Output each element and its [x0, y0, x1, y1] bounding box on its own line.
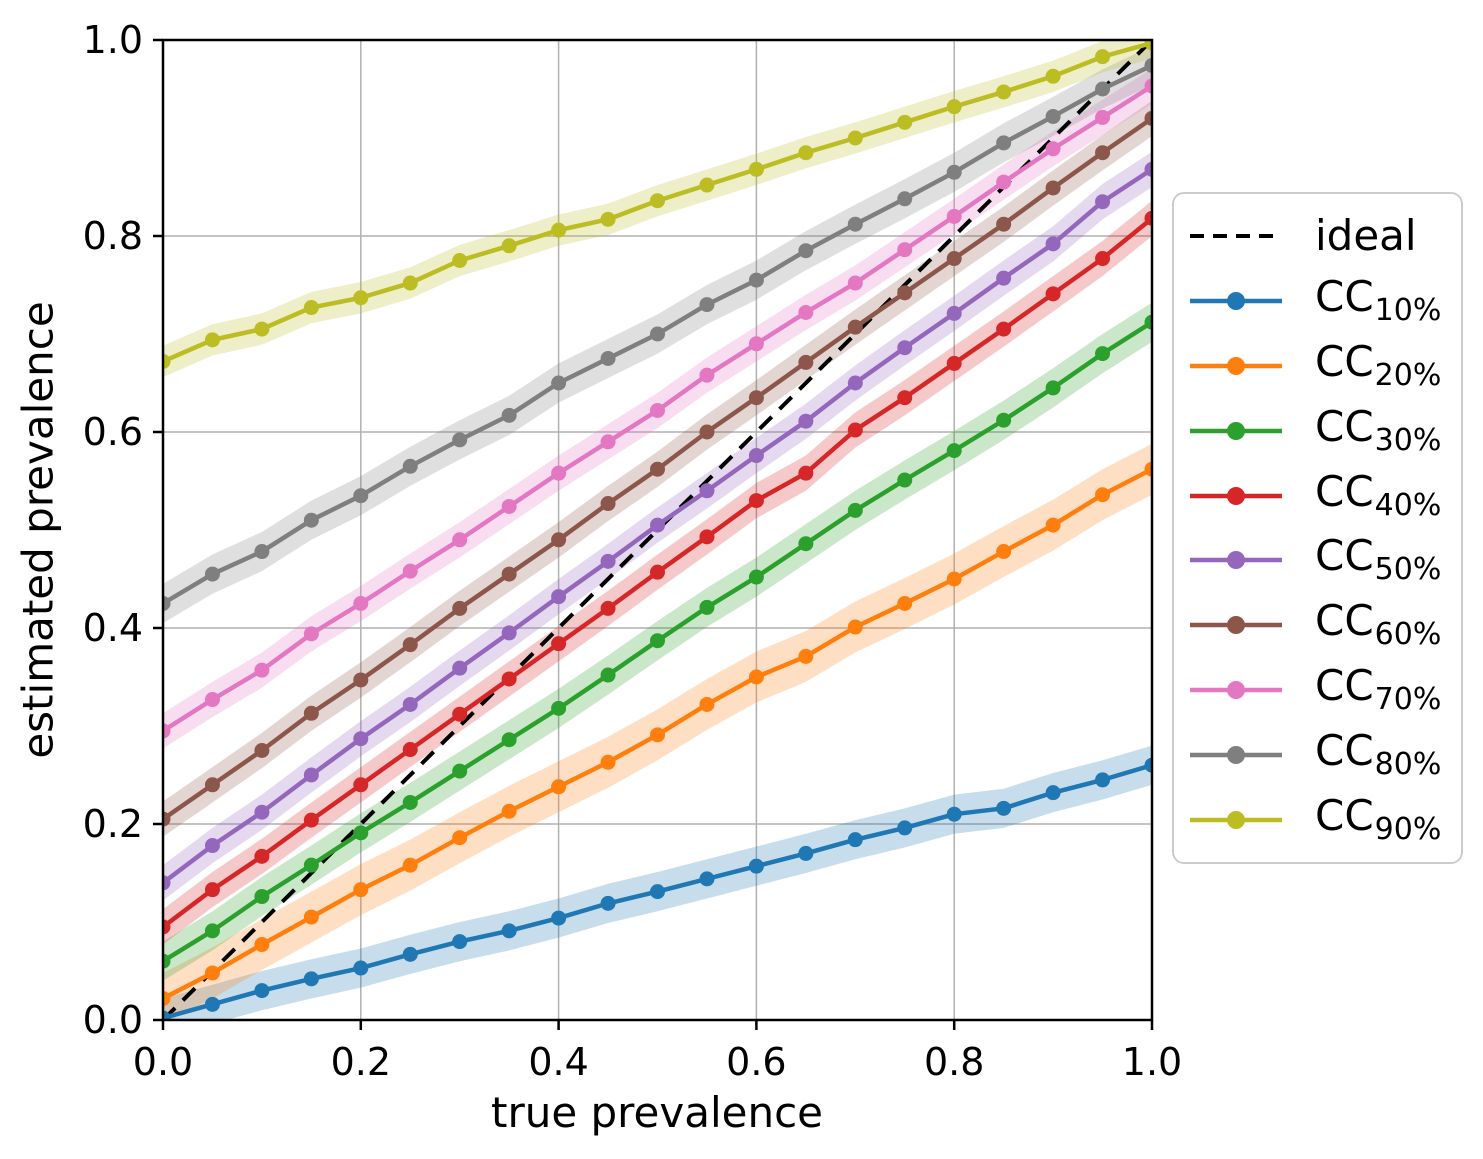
legend-item-cc-80pct: CC80% — [1188, 723, 1449, 787]
x-tick-label: 0.6 — [726, 1040, 786, 1084]
legend-item-ideal: ideal — [1188, 204, 1449, 268]
y-tick-label: 0.0 — [83, 998, 143, 1042]
series-cc-80pct — [163, 57, 1152, 611]
legend-label: CC70% — [1315, 661, 1442, 718]
series-cc-60pct — [163, 110, 1152, 827]
y-tick-label: 1.0 — [83, 18, 143, 62]
x-tick-label: 1.0 — [1122, 1040, 1182, 1084]
legend-marker-icon — [1227, 486, 1245, 505]
plot-area — [163, 40, 1152, 1020]
y-tick-label: 0.2 — [83, 802, 143, 846]
legend-label: ideal — [1315, 211, 1417, 260]
legend-sample-line — [1190, 486, 1282, 505]
legend-marker-icon — [1227, 356, 1245, 375]
plot-border — [161, 38, 1154, 1022]
legend-item-cc-70pct: CC70% — [1188, 658, 1449, 722]
x-tick-label: 0.4 — [528, 1040, 588, 1084]
series-cc-30pct — [163, 314, 1152, 969]
legend-label: CC10% — [1315, 271, 1442, 328]
x-axis-label: true prevalence — [490, 1088, 824, 1137]
series-cc-40pct — [163, 210, 1152, 935]
legend-sample-line — [1190, 681, 1282, 700]
x-tick-label: 0.8 — [924, 1040, 984, 1084]
legend-label: CC90% — [1315, 790, 1442, 847]
legend-item-cc-10pct: CC10% — [1188, 269, 1449, 333]
y-tick-label: 0.8 — [83, 214, 143, 258]
series-cc-90pct — [163, 40, 1152, 369]
legend-marker-icon — [1227, 551, 1245, 570]
y-axis-label: estimated prevalence — [13, 301, 63, 759]
legend-label: CC80% — [1315, 726, 1442, 782]
legend-marker-icon — [1227, 681, 1245, 700]
legend-marker-icon — [1227, 616, 1245, 635]
legend-item-cc-90pct: CC90% — [1188, 788, 1449, 852]
legend-sample-line — [1190, 616, 1282, 635]
legend-sample-line — [1190, 356, 1282, 375]
legend-label: CC20% — [1315, 336, 1442, 393]
legend-item-cc-40pct: CC40% — [1188, 464, 1449, 528]
x-tick-label: 0.0 — [133, 1040, 193, 1084]
legend: ideal CC10% CC20% CC30% CC40% CC50% CC60% CC70%… — [1172, 192, 1463, 864]
legend-sample-line — [1190, 551, 1282, 570]
legend-label: CC40% — [1315, 466, 1442, 523]
y-ticks: 0.0 0.2 0.4 0.6 0.8 1.0 — [83, 18, 163, 1042]
legend-item-cc-60pct: CC60% — [1188, 593, 1449, 657]
legend-sample-line — [1190, 291, 1282, 310]
y-tick-label: 0.6 — [83, 410, 143, 454]
legend-label: CC50% — [1315, 531, 1442, 588]
legend-marker-icon — [1227, 810, 1245, 829]
legend-label: CC60% — [1315, 596, 1442, 653]
series-cc-10pct — [163, 757, 1152, 1020]
x-tick-label: 0.2 — [331, 1040, 391, 1084]
x-ticks: 0.0 0.2 0.4 0.6 0.8 1.0 — [133, 1020, 1182, 1084]
series-cc-70pct — [163, 78, 1152, 739]
legend-label: CC30% — [1315, 401, 1442, 458]
legend-marker-icon — [1227, 746, 1245, 764]
legend-sample-line — [1190, 810, 1282, 829]
legend-item-cc-20pct: CC20% — [1188, 334, 1449, 398]
series-cc-20pct — [163, 461, 1152, 1006]
legend-item-cc-50pct: CC50% — [1188, 528, 1449, 592]
legend-sample-line — [1190, 234, 1282, 238]
legend-sample-line — [1190, 746, 1282, 764]
legend-marker-icon — [1227, 291, 1245, 310]
y-tick-label: 0.4 — [83, 606, 143, 650]
legend-marker-icon — [1227, 421, 1245, 440]
legend-sample-line — [1190, 421, 1282, 440]
series-cc-50pct — [163, 161, 1152, 891]
legend-item-cc-30pct: CC30% — [1188, 399, 1449, 463]
